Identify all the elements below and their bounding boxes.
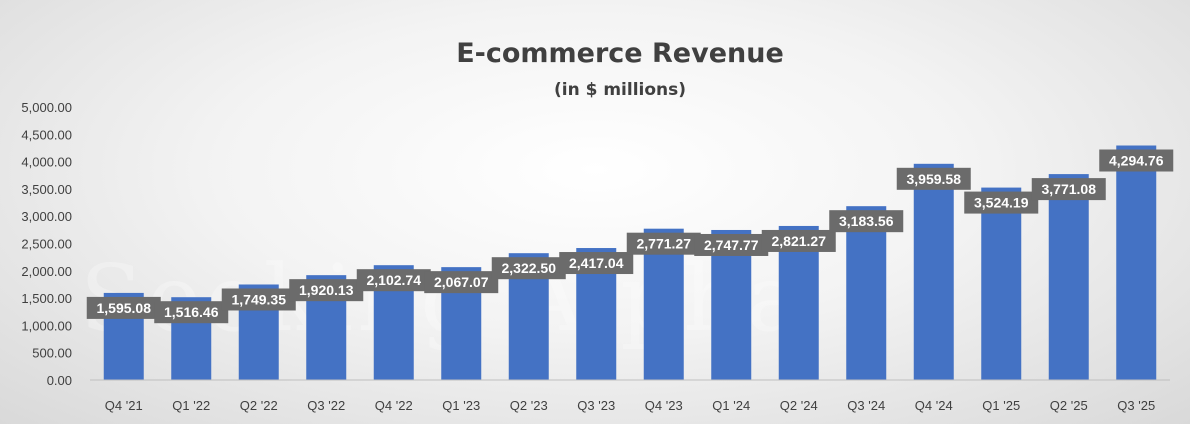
x-tick-label: Q2 '23 <box>510 398 548 413</box>
y-tick-label: 1,000.00 <box>21 318 72 333</box>
data-label-box <box>356 269 431 292</box>
data-label-text: 2,417.04 <box>569 255 624 271</box>
data-label: 2,821.27 <box>761 229 836 252</box>
data-label-box <box>964 191 1039 214</box>
bar <box>846 206 887 380</box>
y-tick-label: 5,000.00 <box>21 100 72 115</box>
data-label-text: 1,516.46 <box>164 304 219 320</box>
x-tick-label: Q4 '23 <box>645 398 683 413</box>
y-tick-label: 3,500.00 <box>21 182 72 197</box>
x-tick-label: Q1 '24 <box>712 398 750 413</box>
data-label-text: 3,959.58 <box>907 171 962 187</box>
x-tick-label: Q2 '24 <box>780 398 818 413</box>
data-label-text: 3,524.19 <box>974 195 1029 211</box>
data-label-text: 1,595.08 <box>97 300 152 316</box>
data-label-text: 1,749.35 <box>232 291 287 307</box>
chart-title: E-commerce Revenue <box>456 38 784 69</box>
y-tick-label: 4,000.00 <box>21 155 72 170</box>
x-tick-label: Q3 '24 <box>847 398 885 413</box>
y-tick-label: 3,000.00 <box>21 209 72 224</box>
y-tick-label: 0.00 <box>47 373 72 388</box>
data-label: 2,102.74 <box>356 269 431 292</box>
data-label: 1,595.08 <box>86 296 161 319</box>
data-label-text: 2,821.27 <box>772 233 827 249</box>
x-tick-label: Q4 '22 <box>375 398 413 413</box>
data-label-text: 3,771.08 <box>1042 181 1097 197</box>
x-tick-label: Q1 '22 <box>172 398 210 413</box>
x-tick-label: Q3 '23 <box>577 398 615 413</box>
data-label-box <box>289 279 364 302</box>
data-label-box <box>491 257 566 280</box>
data-label: 2,771.27 <box>626 232 701 255</box>
data-label-text: 2,322.50 <box>502 260 557 276</box>
data-label-text: 2,747.77 <box>704 237 759 253</box>
data-label: 2,067.07 <box>424 271 499 294</box>
data-label-box <box>86 296 161 319</box>
data-label-box <box>424 271 499 294</box>
data-label-box <box>829 210 904 233</box>
data-label-box <box>694 233 769 256</box>
chart-subtitle: (in $ millions) <box>554 80 686 100</box>
y-tick-label: 2,000.00 <box>21 264 72 279</box>
data-label-text: 3,183.56 <box>839 213 894 229</box>
bar <box>913 163 954 380</box>
y-tick-label: 1,500.00 <box>21 291 72 306</box>
data-label-box <box>221 288 296 311</box>
data-label-text: 2,771.27 <box>637 236 692 252</box>
x-tick-label: Q2 '25 <box>1050 398 1088 413</box>
x-axis: Q4 '21 Q1 '22 Q2 '22 Q3 '22 Q4 '22 Q1 '23 Q2 '… <box>105 398 1155 413</box>
x-tick-label: Q1 '23 <box>442 398 480 413</box>
data-label-text: 2,067.07 <box>434 274 489 290</box>
x-tick-label: Q4 '24 <box>915 398 953 413</box>
data-label: 1,749.35 <box>221 288 296 311</box>
data-label: 3,524.19 <box>964 191 1039 214</box>
x-tick-label: Q2 '22 <box>240 398 278 413</box>
data-label: 1,516.46 <box>154 301 229 324</box>
data-label-box <box>896 167 971 190</box>
data-label-box <box>626 232 701 255</box>
data-label-text: 4,294.76 <box>1109 153 1164 169</box>
y-axis: 0.00 500.00 1,000.00 1,500.00 2,000.00 2,500.… <box>21 100 72 388</box>
data-label-box <box>559 252 634 275</box>
bar <box>1116 145 1157 380</box>
y-tick-label: 500.00 <box>32 346 72 361</box>
x-tick-label: Q4 '21 <box>105 398 143 413</box>
data-label-text: 2,102.74 <box>367 272 422 288</box>
data-label: 2,417.04 <box>559 252 634 275</box>
data-label-box <box>1099 149 1174 172</box>
data-label: 3,183.56 <box>829 210 904 233</box>
x-tick-label: Q3 '22 <box>307 398 345 413</box>
y-tick-label: 4,500.00 <box>21 127 72 142</box>
data-label-text: 1,920.13 <box>299 282 354 298</box>
data-label: 1,920.13 <box>289 279 364 302</box>
data-label: 2,747.77 <box>694 233 769 256</box>
data-label: 2,322.50 <box>491 257 566 280</box>
bar <box>981 187 1022 380</box>
x-tick-label: Q1 '25 <box>982 398 1020 413</box>
data-label-box <box>154 301 229 324</box>
data-label: 3,959.58 <box>896 167 971 190</box>
x-tick-label: Q3 '25 <box>1117 398 1155 413</box>
data-labels: 1,595.08 1,516.46 1,749.35 1,920.13 2,102.74… <box>86 149 1174 324</box>
data-label-box <box>1031 178 1106 201</box>
data-label: 4,294.76 <box>1099 149 1174 172</box>
data-label: 3,771.08 <box>1031 178 1106 201</box>
bar <box>1048 174 1089 380</box>
data-label-box <box>761 229 836 252</box>
y-tick-label: 2,500.00 <box>21 237 72 252</box>
